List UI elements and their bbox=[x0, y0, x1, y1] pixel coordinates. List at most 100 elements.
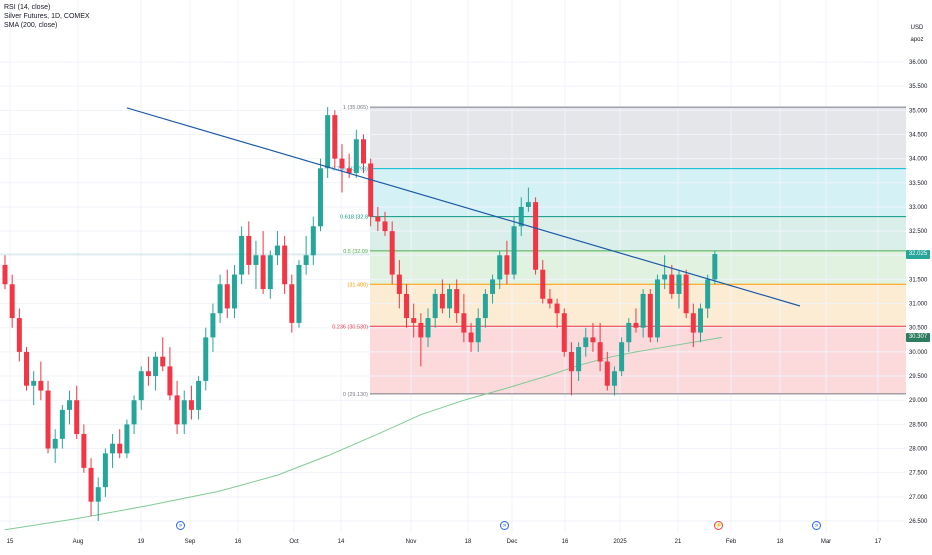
price-tick-label: 35.000 bbox=[909, 108, 928, 114]
legend-sma[interactable]: SMA (200, close) bbox=[4, 22, 58, 29]
time-tick-label: 18 bbox=[465, 539, 472, 545]
candle-body bbox=[145, 371, 151, 377]
candle-body bbox=[525, 202, 531, 207]
candle-body bbox=[289, 284, 295, 323]
candle-body bbox=[361, 139, 366, 164]
candle-body bbox=[404, 293, 410, 319]
sma-line bbox=[4, 336, 723, 531]
candle-body bbox=[561, 313, 567, 352]
candle-body bbox=[282, 245, 288, 285]
candle-body bbox=[375, 216, 381, 222]
legend-symbol-title[interactable]: Silver Futures, 1D, COMEX bbox=[4, 13, 90, 20]
candle-body bbox=[231, 274, 237, 309]
event-marker-icon[interactable]: » bbox=[176, 521, 185, 530]
price-tick-label: 33.500 bbox=[909, 181, 928, 187]
candle-body bbox=[303, 255, 309, 265]
candle-body bbox=[253, 255, 259, 265]
candle-body bbox=[224, 284, 230, 309]
candle-body bbox=[138, 371, 144, 401]
time-tick-label: 18 bbox=[777, 539, 784, 545]
candle-body bbox=[117, 443, 123, 454]
fib-level-label: (31.400) bbox=[348, 282, 369, 288]
candle-body bbox=[160, 356, 166, 367]
event-marker-icon[interactable]: » bbox=[812, 521, 821, 530]
fib-level-label: 0.618 (32.8 bbox=[340, 215, 368, 221]
candle-body bbox=[9, 284, 15, 319]
candle-body bbox=[475, 318, 481, 343]
time-tick-label: 21 bbox=[675, 539, 682, 545]
candle-body bbox=[67, 400, 73, 410]
candle-body bbox=[705, 279, 711, 309]
candle-body bbox=[203, 337, 209, 381]
candle-body bbox=[196, 380, 202, 410]
candle-body bbox=[554, 303, 560, 314]
candle-body bbox=[389, 231, 395, 275]
candle-body bbox=[131, 400, 137, 425]
time-tick-label: 14 bbox=[338, 539, 345, 545]
candle-body bbox=[267, 255, 273, 290]
candle-body bbox=[482, 293, 488, 319]
fib-level-label: 0.236 (30.530) bbox=[332, 324, 368, 330]
chart-grid bbox=[0, 0, 906, 532]
candle-body bbox=[38, 380, 44, 391]
fib-zone bbox=[370, 168, 906, 217]
candle-body bbox=[662, 274, 668, 280]
trendline-segment bbox=[126, 107, 801, 307]
candle-body bbox=[74, 400, 80, 435]
candle-body bbox=[95, 487, 101, 502]
price-tick-label: 28.500 bbox=[909, 422, 928, 428]
price-tick-label: 34.000 bbox=[909, 157, 928, 163]
candle-body bbox=[2, 264, 8, 285]
candle-body bbox=[619, 342, 625, 372]
candle-body bbox=[533, 202, 539, 270]
candle-body bbox=[52, 438, 58, 449]
candle-body bbox=[647, 293, 653, 338]
scale-mode-label[interactable]: apoz bbox=[910, 37, 924, 43]
candle-body bbox=[368, 163, 374, 217]
price-tick-label: 35.500 bbox=[909, 84, 928, 90]
candle-body bbox=[497, 255, 503, 280]
fib-level-label: 0.5 (32.09 bbox=[343, 249, 368, 255]
time-tick-label: 16 bbox=[562, 539, 569, 545]
fib-zone bbox=[370, 284, 906, 327]
candle-body bbox=[239, 235, 245, 275]
price-tick-label: 32.500 bbox=[909, 229, 928, 235]
price-scale-header: USD apoz bbox=[906, 22, 928, 46]
candle-body bbox=[174, 395, 180, 425]
price-tick-label: 28.000 bbox=[909, 447, 928, 453]
fib-zone bbox=[370, 216, 906, 251]
price-tick-label: 26.500 bbox=[909, 519, 928, 525]
candle-body bbox=[490, 279, 496, 294]
event-marker-icon[interactable]: ⚡ bbox=[714, 521, 723, 530]
candle-body bbox=[181, 400, 187, 425]
candle-body bbox=[690, 313, 696, 333]
time-tick-label: Dec bbox=[507, 539, 518, 545]
price-tick-label: 36.000 bbox=[909, 60, 928, 66]
candle-series bbox=[2, 107, 718, 521]
candle-body bbox=[246, 235, 252, 265]
time-ticks: 15 Aug 19 Sep 16 Oct 14 Nov 18 Dec 16 2025 21 Feb 18 Ma… bbox=[7, 539, 882, 545]
candle-body bbox=[81, 434, 87, 468]
candle-body bbox=[547, 298, 553, 304]
candle-body bbox=[640, 293, 646, 328]
event-marker-icon[interactable]: » bbox=[500, 521, 509, 530]
candle-body bbox=[432, 293, 438, 319]
price-tick-label: 31.000 bbox=[909, 302, 928, 308]
candle-body bbox=[540, 269, 546, 299]
fib-zone bbox=[370, 326, 906, 394]
legend-rsi[interactable]: RSI (14, close) bbox=[4, 4, 51, 11]
price-tick-label: 33.000 bbox=[909, 205, 928, 211]
price-ticks: 36.000 35.500 35.000 34.500 34.000 33.500 33.0… bbox=[909, 60, 928, 525]
price-tick-label: 30.500 bbox=[909, 326, 928, 332]
sma-price-tag: 30.307 bbox=[906, 332, 930, 342]
price-tick-label: 27.500 bbox=[909, 471, 928, 477]
candle-body bbox=[633, 322, 639, 328]
fib-level-label: 1 (35.065) bbox=[343, 105, 368, 111]
currency-label[interactable]: USD bbox=[910, 25, 924, 31]
time-tick-label: Sep bbox=[185, 539, 196, 545]
time-tick-label: 16 bbox=[235, 539, 242, 545]
candle-body bbox=[712, 254, 718, 280]
candle-body bbox=[697, 308, 703, 333]
